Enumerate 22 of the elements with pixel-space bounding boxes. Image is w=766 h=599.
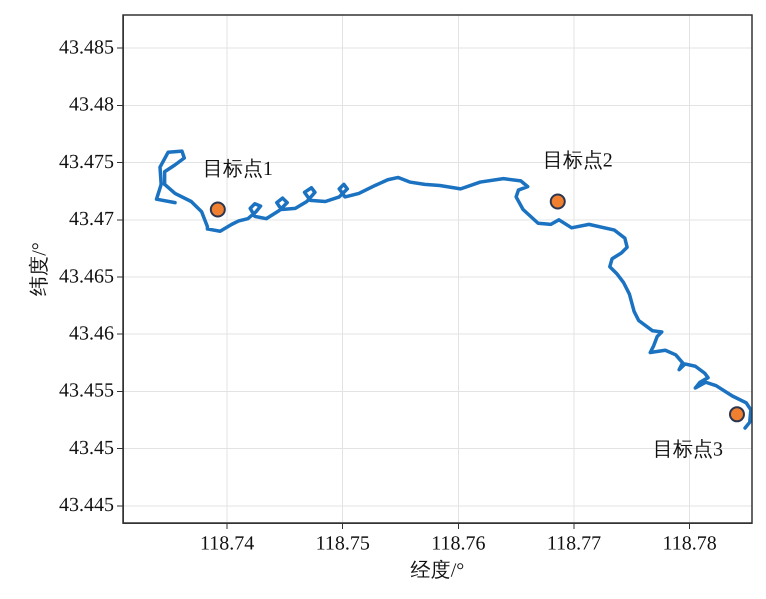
y-axis-title: 纬度/° xyxy=(28,242,50,296)
x-tick-label: 118.76 xyxy=(431,532,486,554)
y-tick-label: 43.475 xyxy=(59,150,114,173)
y-tick-label: 43.485 xyxy=(59,36,114,58)
x-tick-label: 118.75 xyxy=(316,532,370,554)
x-tick-label: 118.74 xyxy=(200,532,254,554)
y-tick-label: 43.47 xyxy=(69,208,114,230)
annotation: 目标点1 xyxy=(202,158,273,180)
y-tick-label: 43.45 xyxy=(69,436,114,459)
y-tick-label: 43.455 xyxy=(59,380,114,402)
x-axis-title: 经度/° xyxy=(410,559,464,582)
point xyxy=(550,193,566,210)
x-tick-label: 118.77 xyxy=(546,532,602,554)
point xyxy=(728,406,745,422)
annotation: 目标点2 xyxy=(542,150,613,172)
x-tick-label: 118.78 xyxy=(662,532,717,554)
y-tick-label: 43.465 xyxy=(59,265,114,288)
y-tick-label: 43.445 xyxy=(59,494,114,516)
y-tick-label: 43.48 xyxy=(69,94,114,116)
y-tick-label: 43.46 xyxy=(69,322,114,344)
point xyxy=(210,202,226,218)
annotation: 目标点3 xyxy=(652,438,723,461)
